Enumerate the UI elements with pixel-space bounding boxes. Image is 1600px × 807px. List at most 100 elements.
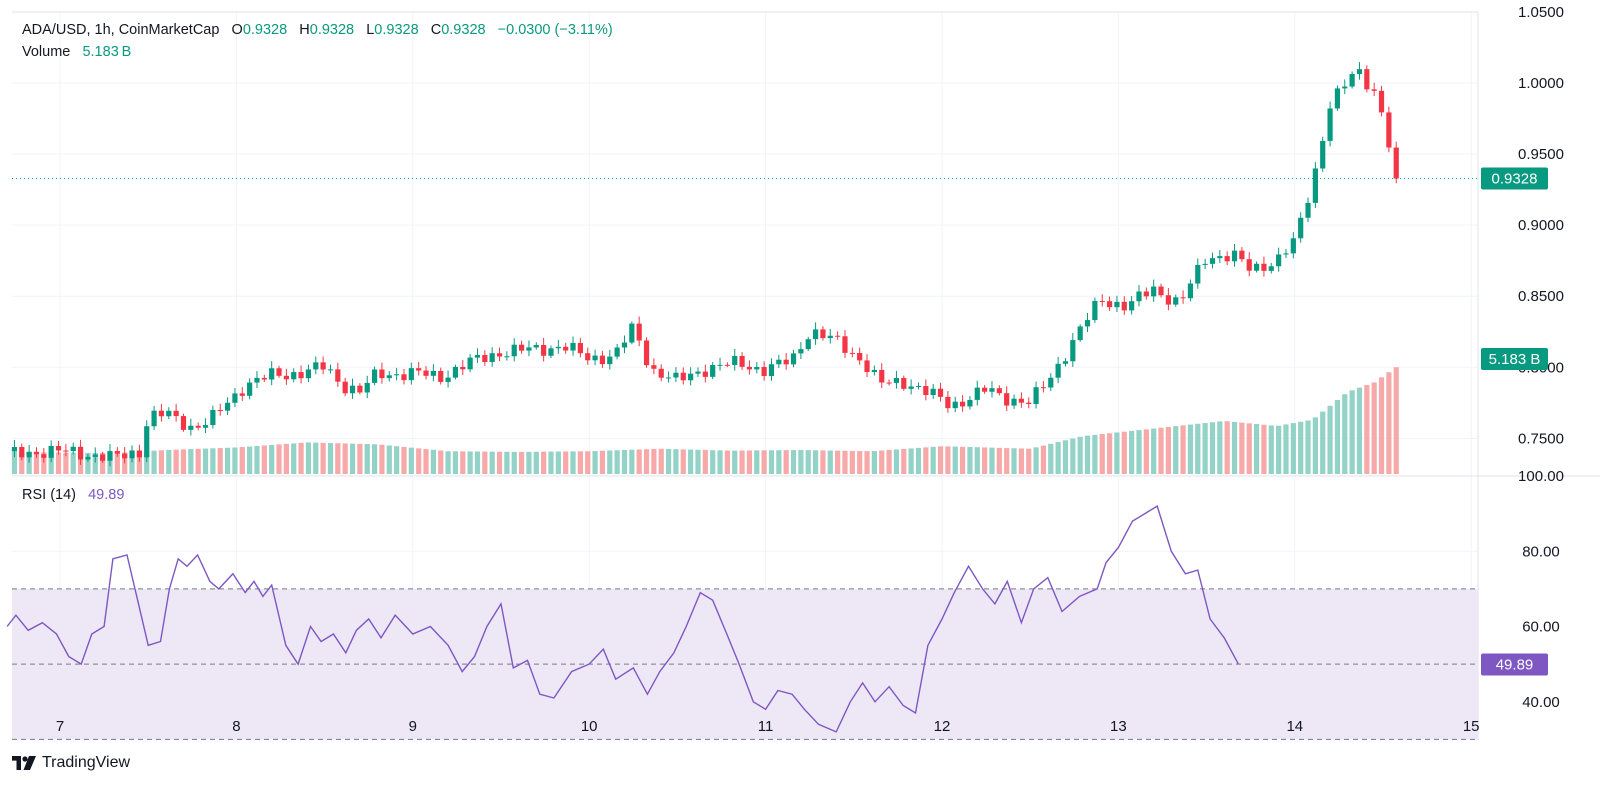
day-tick-label: 12: [934, 718, 951, 735]
volume-bar: [614, 450, 620, 474]
volume-bar: [548, 451, 554, 474]
volume-bar: [1320, 411, 1326, 474]
candle-up: [1092, 300, 1098, 321]
volume-bar: [717, 450, 723, 474]
volume-bar: [945, 446, 951, 474]
volume-bar: [379, 444, 385, 474]
candle-down: [342, 381, 348, 394]
volume-bar: [864, 451, 870, 474]
volume-bar: [695, 449, 701, 474]
candle-down: [761, 366, 767, 377]
candle-up: [1334, 88, 1341, 109]
volume-bar: [577, 451, 583, 474]
rsi-tick-label: 60.00: [1522, 619, 1560, 636]
candle-down: [1180, 297, 1186, 299]
candle-up: [188, 425, 194, 430]
volume-bar: [761, 450, 767, 474]
candle-down: [298, 372, 304, 379]
volume-bar: [474, 451, 481, 474]
volume-legend[interactable]: Volume 5.183 B: [22, 44, 131, 60]
volume-bar: [776, 450, 782, 474]
volume-bar: [386, 445, 392, 474]
day-tick-label: 10: [581, 718, 598, 735]
volume-bar: [651, 448, 657, 474]
candle-down: [599, 355, 606, 365]
candle-down: [945, 396, 951, 409]
volume-bar: [688, 449, 694, 474]
volume-bar: [879, 450, 885, 474]
volume-bar: [1327, 405, 1333, 474]
volume-bar: [1217, 421, 1223, 474]
candle-down: [1371, 89, 1377, 91]
candle-down: [401, 374, 407, 381]
rsi-tick-label: 40.00: [1522, 694, 1560, 711]
candle-up: [210, 409, 216, 426]
candle-up: [1070, 340, 1076, 362]
volume-bar: [327, 443, 334, 474]
candle-up: [1136, 291, 1142, 302]
day-tick-label: 13: [1110, 718, 1127, 735]
volume-bar: [768, 450, 775, 474]
candle-down: [1386, 112, 1392, 148]
rsi-value-badge: 49.89: [1496, 657, 1534, 674]
open-label: O: [231, 22, 243, 38]
candle-up: [533, 344, 539, 348]
volume-bar: [680, 449, 686, 474]
candle-down: [886, 382, 892, 384]
candle-up: [85, 456, 91, 460]
candle-down: [379, 369, 385, 379]
candle-up: [511, 344, 517, 357]
volume-bar: [269, 444, 275, 474]
rsi-legend[interactable]: RSI (14) 49.89: [22, 487, 124, 503]
volume-bar: [1290, 423, 1296, 474]
volume-bar: [1202, 423, 1208, 474]
volume-bar: [136, 451, 142, 474]
candle-up: [812, 329, 819, 340]
candle-up: [445, 377, 451, 382]
volume-bar: [585, 451, 591, 474]
candle-up: [776, 359, 782, 365]
volume-bar: [261, 445, 267, 474]
candle-down: [283, 375, 289, 380]
rsi-tick-label: 100.00: [1518, 468, 1564, 485]
volume-bar: [19, 452, 25, 474]
volume-bars: [11, 367, 1399, 474]
volume-bar: [335, 443, 341, 474]
volume-bar: [394, 446, 400, 474]
tradingview-logo-icon: [12, 756, 36, 770]
rsi-label: RSI (14): [22, 487, 76, 503]
candle-up: [1048, 377, 1054, 388]
candle-up: [1320, 140, 1326, 169]
candle-down: [63, 450, 69, 452]
volume-bar: [915, 447, 922, 474]
volume-bar: [342, 443, 348, 474]
candle-down: [563, 346, 569, 351]
candle-up: [930, 388, 936, 396]
volume-bar: [195, 448, 201, 474]
volume-bar: [48, 452, 54, 474]
volume-bar: [1026, 448, 1032, 474]
volume-bar: [1386, 372, 1392, 474]
volume-bar: [460, 451, 466, 474]
candle-up: [798, 349, 804, 354]
candle-down: [1004, 393, 1010, 406]
candle-up: [621, 342, 628, 348]
tradingview-brand[interactable]: TradingView: [12, 754, 130, 772]
candle-up: [570, 342, 576, 351]
last-price-badge: 0.9328: [1492, 171, 1538, 188]
candle-up: [629, 323, 635, 343]
candle-down: [835, 335, 841, 337]
volume-bar: [1055, 442, 1061, 474]
candle-up: [967, 399, 973, 407]
volume-bar: [1209, 422, 1216, 474]
candle-up: [805, 339, 811, 350]
candle-up: [1033, 387, 1039, 405]
candle-down: [217, 409, 223, 411]
candle-down: [923, 386, 929, 396]
candle-up: [247, 382, 253, 396]
candle-up: [754, 366, 760, 370]
symbol-title[interactable]: ADA/USD, 1h, CoinMarketCap: [22, 22, 220, 38]
ohlc-legend[interactable]: ADA/USD, 1h, CoinMarketCap O0.9328 H0.93…: [22, 22, 613, 38]
